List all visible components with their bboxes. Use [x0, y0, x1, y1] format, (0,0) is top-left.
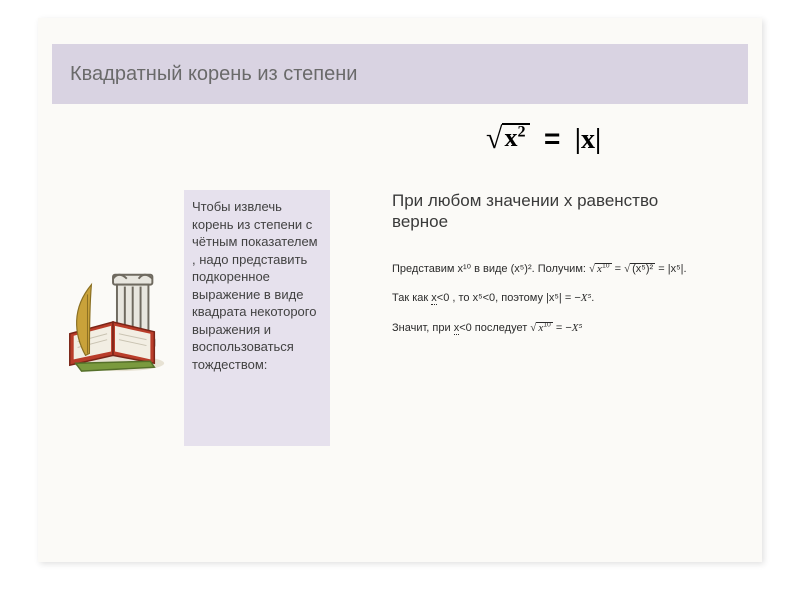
page-title: Квадратный корень из степени [70, 63, 357, 86]
abs: |x⁵| [668, 263, 684, 275]
formula-caption: При любом значении х равенство верное [392, 190, 672, 233]
text: в виде (х⁵)². Получим: [471, 263, 589, 275]
derivation-line-1: Представим х¹⁰ в виде (х⁵)². Получим: √x… [392, 262, 722, 277]
abs-var: x [581, 124, 595, 155]
abs: |x⁵| [546, 292, 562, 304]
rule-text: Чтобы извлечь корень из степени с чётным… [192, 198, 322, 373]
equals: = [612, 263, 625, 275]
radicand-exp: 2 [517, 123, 525, 140]
equals-neg: = − [562, 292, 581, 304]
exp: 10 [543, 321, 551, 328]
text: Так как [392, 292, 431, 304]
radicand: x2 [502, 123, 529, 151]
dot: . [591, 292, 594, 304]
equals-neg: = − [553, 322, 572, 334]
rule-box: Чтобы извлечь корень из степени с чётным… [184, 190, 330, 446]
rhs: X⁵ [572, 322, 583, 334]
inner: (x⁵)² [632, 263, 653, 275]
equals: = [655, 263, 668, 275]
title-bar: Квадратный корень из степени [52, 44, 748, 104]
abs-close: | [595, 124, 601, 155]
x-ten: х¹⁰ [457, 263, 471, 275]
radicand: x10 [536, 322, 552, 334]
radical-sign-icon: √ [486, 122, 502, 155]
books-column-quill-icon [56, 264, 174, 376]
rhs: X⁵ [581, 292, 592, 304]
text: Значит, при [392, 322, 454, 334]
slide: Квадратный корень из степени √x2 = |x| П… [38, 18, 762, 562]
derivation-line-3: Значит, при х<0 последует √x10 = −X⁵ [392, 321, 722, 336]
radicand: (x⁵)² [630, 263, 655, 275]
derivation: Представим х¹⁰ в виде (х⁵)². Получим: √x… [392, 262, 722, 350]
equals-sign: = [544, 123, 560, 154]
abs-expression: |x| [575, 124, 601, 155]
derivation-line-2: Так как х<0 , то х⁵<0, поэтому |x⁵| = −X… [392, 291, 722, 306]
radicand-base: x [504, 123, 517, 152]
text: Представим [392, 263, 457, 275]
text: <0 последует [459, 322, 530, 334]
exp: 10 [602, 262, 610, 269]
main-formula: √x2 = |x| [486, 122, 726, 170]
radicand: x10 [595, 263, 611, 275]
text: <0 , то х⁵<0, поэтому [437, 292, 546, 304]
dot: . [684, 263, 687, 275]
